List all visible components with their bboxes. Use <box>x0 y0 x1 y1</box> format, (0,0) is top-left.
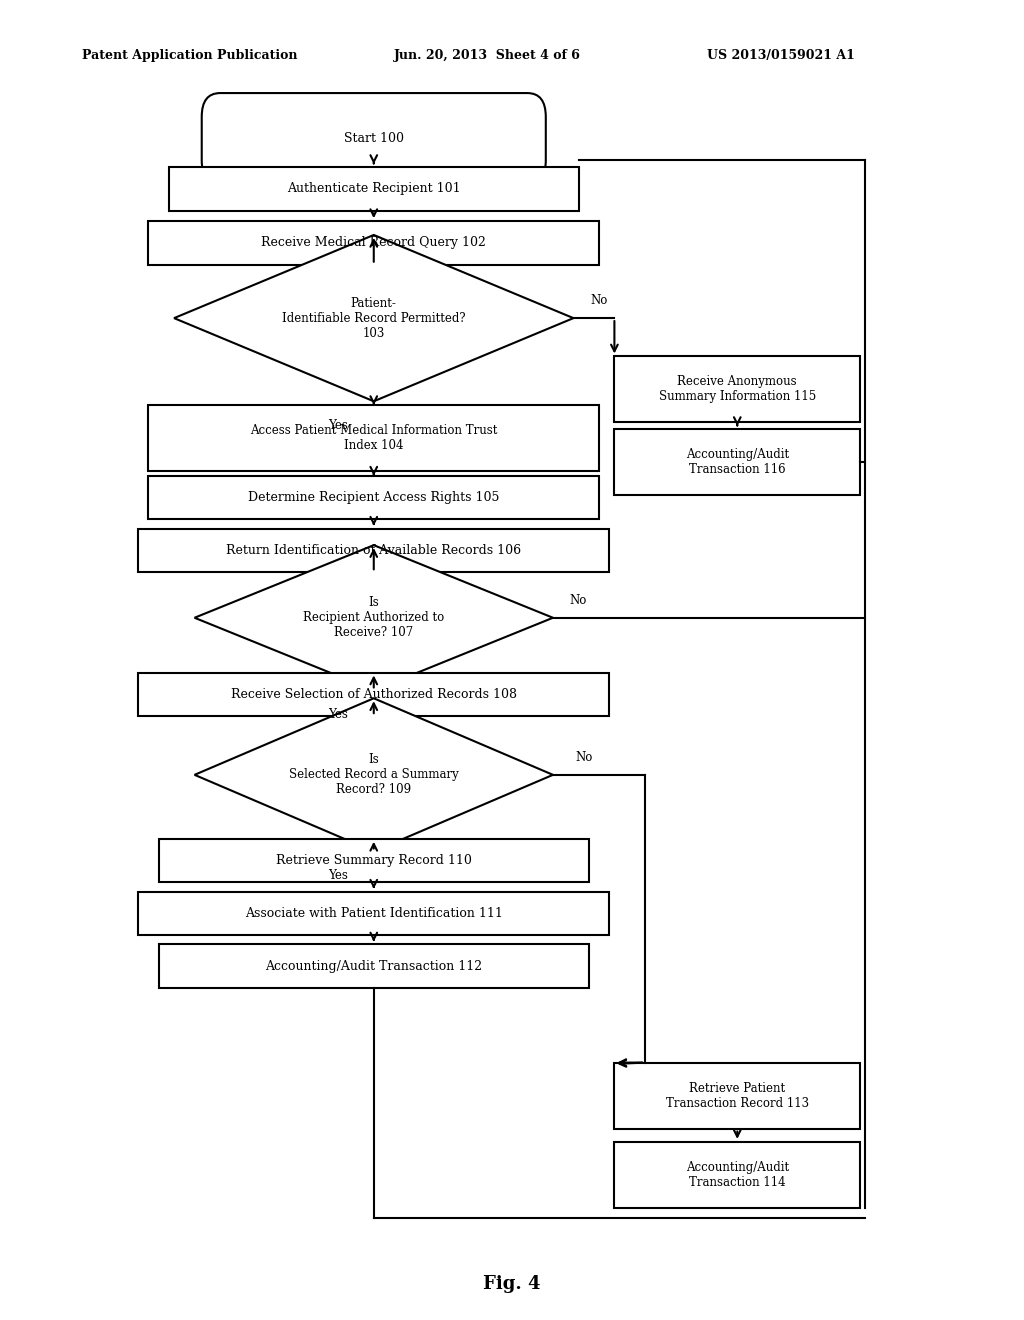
Polygon shape <box>174 235 573 401</box>
Polygon shape <box>195 545 553 690</box>
Text: Yes: Yes <box>328 869 348 882</box>
Text: Yes: Yes <box>328 418 348 432</box>
Bar <box>148 475 599 519</box>
Text: Patient-
Identifiable Record Permitted?
103: Patient- Identifiable Record Permitted? … <box>282 297 466 339</box>
Text: Accounting/Audit Transaction 112: Accounting/Audit Transaction 112 <box>265 960 482 973</box>
Text: Authenticate Recipient 101: Authenticate Recipient 101 <box>287 182 461 195</box>
Text: Is
Recipient Authorized to
Receive? 107: Is Recipient Authorized to Receive? 107 <box>303 597 444 639</box>
Bar <box>148 222 599 264</box>
Text: No: No <box>591 294 607 308</box>
Text: Jun. 20, 2013  Sheet 4 of 6: Jun. 20, 2013 Sheet 4 of 6 <box>394 49 581 62</box>
Text: Access Patient Medical Information Trust
Index 104: Access Patient Medical Information Trust… <box>250 424 498 453</box>
Text: Accounting/Audit
Transaction 114: Accounting/Audit Transaction 114 <box>686 1160 788 1189</box>
Bar <box>138 892 609 935</box>
Text: No: No <box>570 594 587 607</box>
Bar <box>614 1142 860 1208</box>
Text: Receive Anonymous
Summary Information 115: Receive Anonymous Summary Information 11… <box>658 375 816 404</box>
Bar <box>614 429 860 495</box>
Bar <box>138 673 609 715</box>
Text: Fig. 4: Fig. 4 <box>483 1275 541 1294</box>
Text: Receive Medical Record Query 102: Receive Medical Record Query 102 <box>261 236 486 249</box>
Text: Associate with Patient Identification 111: Associate with Patient Identification 11… <box>245 907 503 920</box>
Text: Determine Recipient Access Rights 105: Determine Recipient Access Rights 105 <box>248 491 500 504</box>
Text: Accounting/Audit
Transaction 116: Accounting/Audit Transaction 116 <box>686 447 788 477</box>
Bar <box>614 356 860 422</box>
Text: Receive Selection of Authorized Records 108: Receive Selection of Authorized Records … <box>230 688 517 701</box>
Bar <box>148 405 599 471</box>
Bar <box>614 1063 860 1129</box>
Text: Retrieve Summary Record 110: Retrieve Summary Record 110 <box>275 854 472 867</box>
Text: US 2013/0159021 A1: US 2013/0159021 A1 <box>707 49 854 62</box>
Text: Yes: Yes <box>328 708 348 721</box>
Bar <box>169 168 579 210</box>
Text: No: No <box>575 751 592 764</box>
Text: Start 100: Start 100 <box>344 132 403 145</box>
Text: Retrieve Patient
Transaction Record 113: Retrieve Patient Transaction Record 113 <box>666 1081 809 1110</box>
Text: Patent Application Publication: Patent Application Publication <box>82 49 297 62</box>
Text: Is
Selected Record a Summary
Record? 109: Is Selected Record a Summary Record? 109 <box>289 754 459 796</box>
Bar <box>159 840 589 883</box>
Polygon shape <box>195 698 553 851</box>
FancyBboxPatch shape <box>202 92 546 183</box>
Bar <box>138 528 609 573</box>
Text: Return Identification of Available Records 106: Return Identification of Available Recor… <box>226 544 521 557</box>
Bar <box>159 945 589 987</box>
